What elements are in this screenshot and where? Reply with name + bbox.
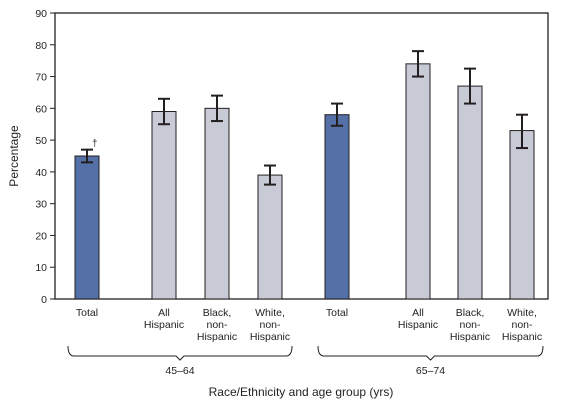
category-labels: Total All Hispanic Black, non-Hispanic White,… bbox=[76, 307, 542, 343]
y-tick-label: 90 bbox=[35, 8, 47, 20]
bar bbox=[457, 85, 483, 300]
bar bbox=[204, 107, 230, 300]
category-label: All Hispanic bbox=[398, 307, 438, 331]
bar bbox=[324, 114, 350, 300]
group-bracket bbox=[67, 345, 293, 361]
y-tick-label: 40 bbox=[35, 167, 47, 179]
footnote-mark: † bbox=[92, 139, 98, 150]
group-bracket bbox=[317, 345, 544, 361]
y-tick-label: 0 bbox=[41, 294, 47, 306]
category-label: White, non-Hispanic bbox=[502, 307, 542, 343]
bar bbox=[257, 174, 283, 300]
category-label: Total bbox=[326, 307, 348, 319]
y-tick-label: 10 bbox=[35, 262, 47, 274]
x-axis-title: Race/Ethnicity and age group (yrs) bbox=[209, 385, 394, 399]
category-label: White, non-Hispanic bbox=[250, 307, 290, 343]
group-label: 65–74 bbox=[416, 365, 445, 377]
y-tick-label: 30 bbox=[35, 199, 47, 211]
group-brackets: 45–64 65–74 bbox=[67, 345, 544, 377]
bar bbox=[405, 63, 431, 300]
y-tick-label: 80 bbox=[35, 40, 47, 52]
plot-frame bbox=[54, 12, 549, 300]
category-label: Black, non-Hispanic bbox=[197, 307, 237, 343]
bars: † bbox=[74, 50, 535, 300]
y-tick-label: 60 bbox=[35, 103, 47, 115]
y-axis: 0 10 20 30 40 50 60 70 80 90 bbox=[35, 8, 55, 306]
y-axis-title: Percentage bbox=[7, 125, 21, 187]
category-label: Total bbox=[76, 307, 98, 319]
group-label: 45–64 bbox=[165, 365, 194, 377]
bar bbox=[509, 130, 535, 300]
category-label: All Hispanic bbox=[144, 307, 184, 331]
bar bbox=[151, 111, 177, 300]
category-label: Black, non-Hispanic bbox=[450, 307, 490, 343]
y-tick-label: 50 bbox=[35, 135, 47, 147]
bar bbox=[74, 155, 100, 300]
y-tick-label: 20 bbox=[35, 230, 47, 242]
y-tick-label: 70 bbox=[35, 72, 47, 84]
